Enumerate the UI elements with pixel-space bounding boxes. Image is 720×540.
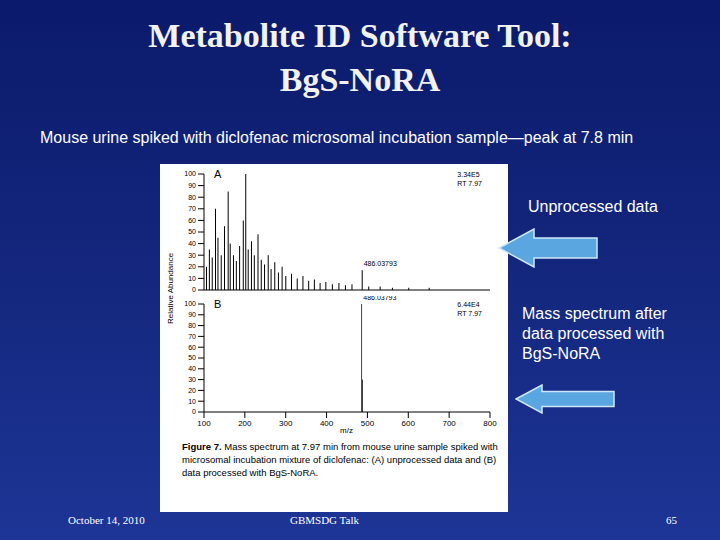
- html-text:m/z: m/z: [340, 426, 353, 435]
- svg-text:80: 80: [188, 194, 196, 201]
- html-text:GBMSDG Talk: GBMSDG Talk: [290, 514, 359, 526]
- svg-text:60: 60: [188, 217, 196, 224]
- svg-text:800: 800: [483, 419, 497, 426]
- svg-text:50: 50: [188, 354, 196, 361]
- html-text:October 14, 2010: October 14, 2010: [68, 514, 145, 526]
- svg-text:10: 10: [188, 398, 196, 405]
- svg-text:100: 100: [184, 170, 196, 177]
- svg-text:200: 200: [238, 419, 252, 426]
- svg-text:486.03793: 486.03793: [363, 296, 396, 301]
- svg-text:10: 10: [188, 275, 196, 282]
- svg-text:0: 0: [192, 408, 196, 415]
- svg-text:40: 40: [188, 365, 196, 372]
- svg-text:90: 90: [188, 311, 196, 318]
- html-text:Metabolite ID Software Tool:: Metabolite ID Software Tool:: [148, 17, 572, 54]
- svg-text:20: 20: [188, 387, 196, 394]
- html-text:Relative Abundance: Relative Abundance: [166, 252, 175, 324]
- svg-text:400: 400: [320, 419, 334, 426]
- svg-text:40: 40: [188, 240, 196, 247]
- svg-text:100: 100: [197, 419, 211, 426]
- html-text:Figure 7. Mass spectrum at 7.9: Figure 7. Mass spectrum at 7.97 min from…: [182, 441, 498, 478]
- svg-text:90: 90: [188, 182, 196, 189]
- svg-text:486.03793: 486.03793: [364, 260, 397, 267]
- svg-text:600: 600: [402, 419, 416, 426]
- svg-text:300: 300: [279, 419, 293, 426]
- svg-text:500: 500: [361, 419, 375, 426]
- html-text:Mass spectrum after data proce: Mass spectrum after data processed with …: [522, 305, 667, 362]
- html-text:Mouse urine spiked with diclof: Mouse urine spiked with diclofenac micro…: [40, 129, 634, 146]
- svg-text:70: 70: [188, 205, 196, 212]
- html-text:RT 7.97: RT 7.97: [457, 180, 482, 187]
- svg-text:80: 80: [188, 322, 196, 329]
- svg-text:60: 60: [188, 344, 196, 351]
- svg-text:0: 0: [192, 286, 196, 293]
- svg-text:70: 70: [188, 333, 196, 340]
- html-text:A: A: [214, 168, 222, 180]
- html-text:Unprocessed data: Unprocessed data: [528, 198, 658, 215]
- svg-text:20: 20: [188, 263, 196, 270]
- html-text:RT 7.97: RT 7.97: [457, 310, 482, 317]
- html-text:B: B: [214, 298, 222, 310]
- html-text:65: 65: [666, 514, 677, 526]
- html-text:3.34E5: 3.34E5: [457, 171, 480, 178]
- html-text:BgS-NoRA: BgS-NoRA: [279, 61, 441, 98]
- svg-text:30: 30: [188, 252, 196, 259]
- svg-text:100: 100: [184, 300, 196, 307]
- html-text:6.44E4: 6.44E4: [457, 301, 480, 308]
- svg-text:30: 30: [188, 376, 196, 383]
- svg-text:50: 50: [188, 228, 196, 235]
- svg-text:700: 700: [442, 419, 456, 426]
